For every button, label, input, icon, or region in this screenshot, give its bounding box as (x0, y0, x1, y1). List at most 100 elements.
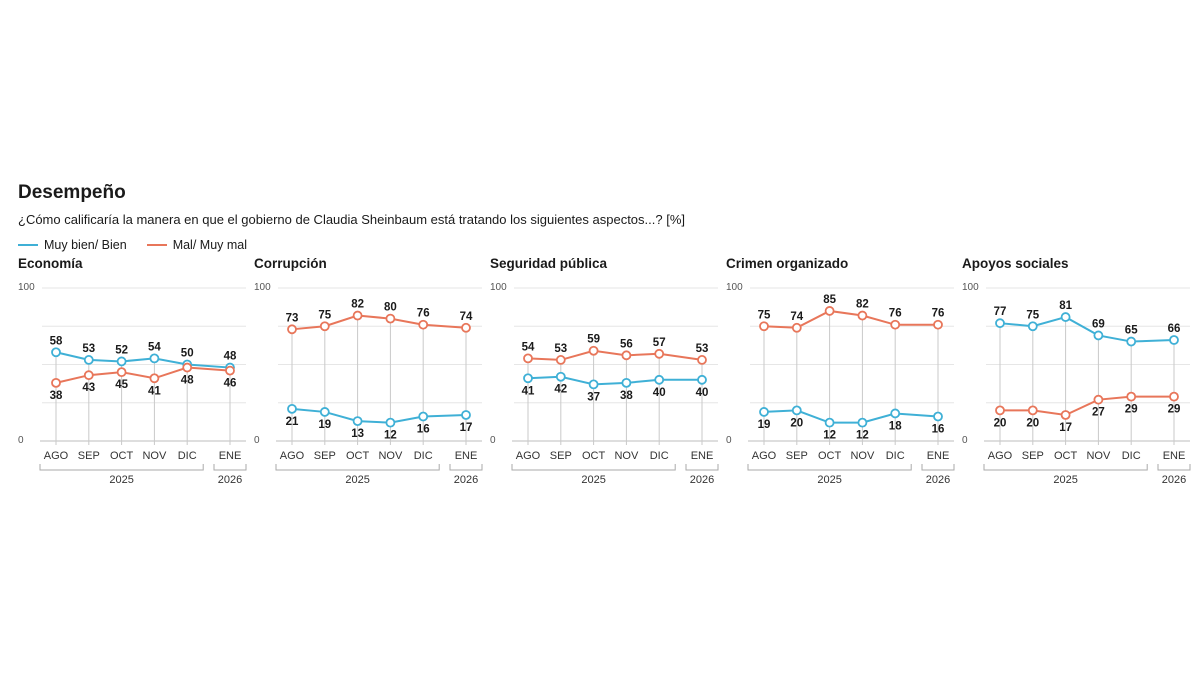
x-tick-label: AGO (752, 450, 777, 462)
y-tick-label: 100 (962, 282, 979, 293)
panel-title: Corrupción (254, 256, 327, 271)
y-tick-label: 100 (726, 282, 743, 293)
data-point-bad (149, 373, 160, 384)
year-bracket (213, 464, 247, 471)
data-label-bad: 54 (522, 341, 535, 353)
series-line-bad (763, 309, 938, 329)
data-point-bad (461, 322, 471, 333)
data-label-good: 77 (994, 306, 1007, 318)
year-label: 2025 (817, 474, 841, 486)
data-point-good (555, 371, 566, 382)
year-label: 2026 (690, 474, 714, 486)
data-label-bad: 74 (460, 311, 473, 323)
chart-header: Desempeño ¿Cómo calificaría la manera en… (18, 182, 1188, 252)
data-point-bad (555, 355, 566, 365)
data-label-good: 81 (1059, 300, 1072, 312)
data-point-good (1126, 336, 1137, 347)
x-tick-label: SEP (78, 450, 100, 462)
chart-panel: Economía 100 0 AGO SEP OCT NOV DIC ENE 2025 2026 58… (18, 256, 247, 486)
year-label: 2025 (109, 474, 133, 486)
data-label-good: 53 (82, 343, 95, 355)
data-label-good: 40 (653, 387, 666, 399)
data-point-bad (418, 319, 429, 330)
panel-title: Apoyos sociales (962, 256, 1069, 271)
x-tick-label: NOV (850, 450, 875, 462)
data-point-good (995, 318, 1005, 329)
year-bracket (747, 464, 912, 471)
data-label-good: 66 (1168, 323, 1181, 335)
panel-title: Crimen organizado (726, 256, 848, 271)
x-tick-label: NOV (378, 450, 403, 462)
legend-swatch-good (18, 244, 38, 246)
x-tick-label: OCT (346, 450, 370, 462)
data-point-bad (759, 321, 769, 332)
data-label-good: 58 (50, 335, 63, 347)
x-tick-label: AGO (516, 450, 541, 462)
data-label-good: 12 (384, 430, 397, 442)
data-point-good (51, 347, 61, 358)
data-label-good: 21 (286, 416, 299, 428)
y-tick-label: 0 (962, 435, 968, 446)
x-tick-label: ENE (455, 450, 478, 462)
series-line-bad (291, 314, 467, 331)
legend-item-bad: Mal/ Muy mal (146, 238, 248, 252)
y-tick-label: 0 (18, 435, 24, 446)
x-tick-label: DIC (414, 450, 433, 462)
data-label-good: 19 (318, 419, 331, 431)
year-bracket (511, 464, 676, 471)
x-tick-label: OCT (1054, 450, 1078, 462)
data-label-good: 52 (115, 344, 128, 356)
data-point-good (588, 379, 599, 390)
chart-panel: Seguridad pública 100 0 AGO SEP OCT NOV DIC ENE 2… (490, 256, 719, 486)
series-line-good (291, 407, 467, 424)
data-point-bad (621, 350, 632, 361)
x-tick-label: SEP (1022, 450, 1044, 462)
data-point-bad (287, 324, 297, 335)
data-point-bad (182, 362, 193, 373)
x-tick-label: ENE (1163, 450, 1186, 462)
data-point-bad (352, 310, 363, 321)
data-label-bad: 76 (417, 308, 430, 320)
y-tick-label: 0 (254, 435, 260, 446)
year-bracket (39, 464, 204, 471)
data-point-good (116, 356, 127, 367)
data-label-good: 42 (554, 384, 567, 396)
data-point-bad (857, 310, 868, 321)
data-point-good (523, 373, 533, 384)
x-tick-label: ENE (691, 450, 714, 462)
data-label-bad: 27 (1092, 407, 1105, 419)
data-label-bad: 56 (620, 338, 633, 350)
year-label: 2026 (926, 474, 950, 486)
data-label-bad: 73 (286, 312, 299, 324)
year-bracket (1157, 464, 1191, 471)
data-point-bad (83, 370, 94, 381)
data-label-good: 17 (460, 422, 473, 434)
data-label-bad: 46 (224, 378, 237, 390)
chart-panel: Crimen organizado 100 0 AGO SEP OCT NOV DIC ENE 2… (726, 256, 955, 486)
data-point-good (83, 355, 94, 365)
data-label-bad: 53 (554, 343, 567, 355)
data-point-bad (1126, 391, 1137, 402)
small-multiples-charts: Economía 100 0 AGO SEP OCT NOV DIC ENE 2025 2026 58… (18, 256, 1191, 486)
data-point-good (352, 416, 363, 427)
x-tick-label: OCT (582, 450, 606, 462)
legend-label-bad: Mal/ Muy mal (172, 238, 248, 252)
data-label-good: 40 (696, 387, 709, 399)
y-tick-label: 100 (18, 282, 35, 293)
data-point-bad (890, 319, 901, 330)
data-label-bad: 41 (148, 385, 161, 397)
data-point-bad (588, 345, 599, 356)
data-label-good: 16 (417, 424, 430, 436)
data-point-good (461, 410, 471, 420)
x-tick-label: ENE (219, 450, 242, 462)
data-label-good: 18 (889, 420, 902, 432)
data-label-good: 50 (181, 348, 194, 360)
data-point-bad (791, 322, 802, 333)
data-point-good (933, 411, 943, 422)
data-label-good: 48 (224, 351, 237, 363)
data-label-bad: 20 (994, 417, 1007, 429)
data-label-good: 16 (932, 424, 945, 436)
data-point-good (1060, 312, 1071, 322)
data-point-bad (385, 313, 396, 324)
